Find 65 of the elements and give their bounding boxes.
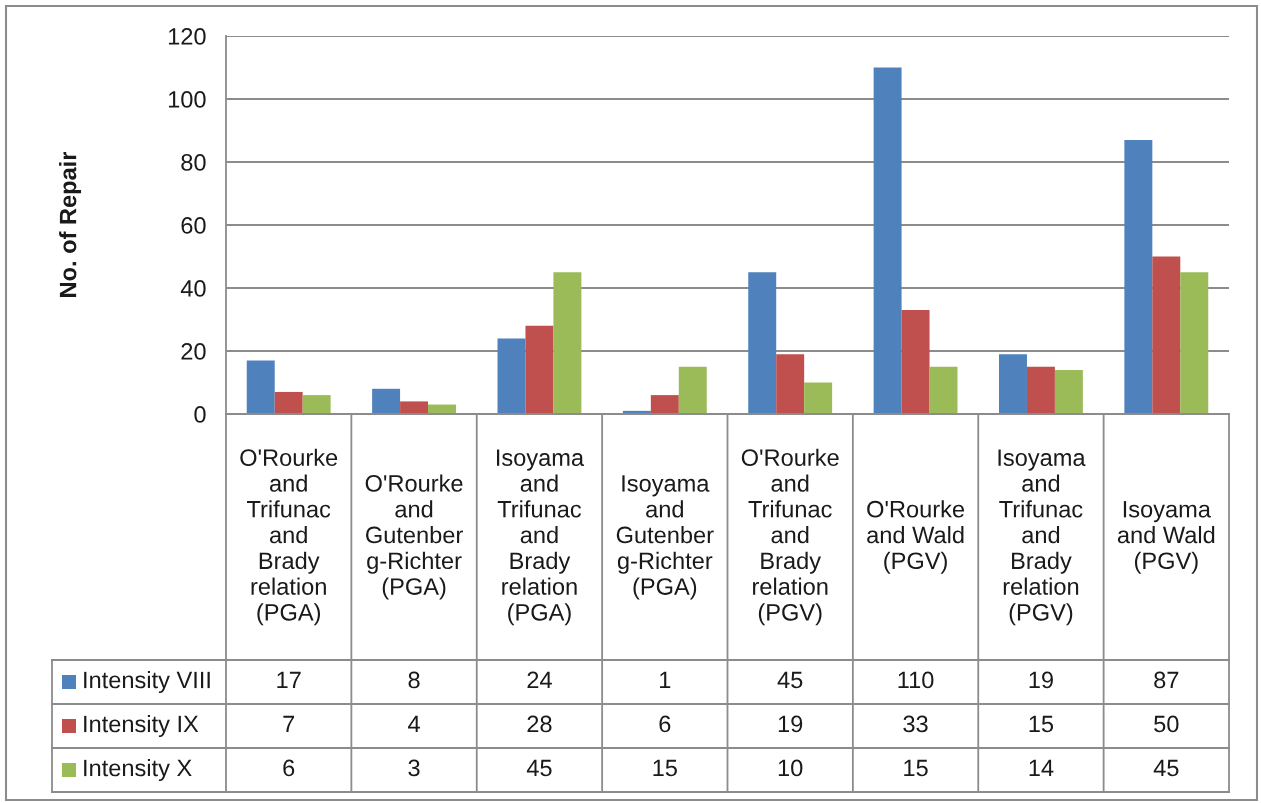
bar xyxy=(525,325,554,414)
legend-label: Intensity IX xyxy=(84,714,199,738)
bar xyxy=(1026,366,1055,414)
data-label: 19 xyxy=(1029,671,1053,689)
data-label: 3 xyxy=(408,759,420,777)
data-label: 15 xyxy=(653,759,677,777)
bar xyxy=(274,391,303,414)
x-tick-label: Isoyama and Trifunac and Brady relation (PGV) xyxy=(998,449,1086,626)
bar xyxy=(1180,272,1209,414)
bar xyxy=(929,366,958,414)
legend-label: Intensity VIII xyxy=(84,670,210,694)
data-label: 87 xyxy=(1154,671,1179,689)
bar xyxy=(1152,256,1181,414)
data-label: 19 xyxy=(778,715,803,733)
y-tick-label: 80 xyxy=(181,154,206,171)
bar xyxy=(650,395,679,414)
data-label: 7 xyxy=(283,715,295,733)
x-tick-label: Isoyama and Wald (PGV) xyxy=(1117,501,1215,574)
data-label: 4 xyxy=(408,715,420,733)
y-tick-label: 60 xyxy=(181,217,206,234)
data-label: 6 xyxy=(283,759,295,777)
x-tick-label: O'Rourke and Trifunac and Brady relation (PGA) xyxy=(240,448,338,626)
bar xyxy=(678,366,707,414)
bar xyxy=(372,388,401,414)
data-label: 45 xyxy=(1153,759,1179,777)
legend-label: Intensity X xyxy=(84,758,192,782)
bar xyxy=(1124,139,1153,414)
bar xyxy=(1054,369,1083,414)
bar xyxy=(748,272,777,414)
data-label: 110 xyxy=(898,671,934,689)
y-axis-title: No. of Repair xyxy=(59,151,82,297)
data-label: 15 xyxy=(904,759,928,777)
x-tick-label: O'Rourke and Wald (PGV) xyxy=(867,500,965,574)
data-label: 1 xyxy=(660,671,671,689)
bar xyxy=(873,67,902,414)
data-label: 45 xyxy=(526,759,552,777)
y-tick-label: 20 xyxy=(181,343,206,360)
bar xyxy=(497,338,526,414)
data-label: 10 xyxy=(778,759,803,777)
data-label: 24 xyxy=(527,671,552,689)
x-tick-label: Isoyama and Trifunac and Brady relation (PGA) xyxy=(497,449,585,626)
x-tick-label: Isoyama and Gutenber g-Richter (PGA) xyxy=(616,475,714,600)
bar xyxy=(246,360,275,414)
data-label: 50 xyxy=(1154,715,1179,733)
data-label: 15 xyxy=(1029,715,1054,733)
bar xyxy=(553,272,582,414)
y-tick-label: 100 xyxy=(168,91,206,108)
bar xyxy=(804,382,833,414)
y-tick-label: 120 xyxy=(168,28,206,45)
y-tick-label: 40 xyxy=(180,280,206,297)
bar xyxy=(776,354,805,414)
x-tick-label: O'Rourke and Gutenber g-Richter (PGA) xyxy=(365,474,463,600)
bar xyxy=(901,310,930,414)
data-label: 28 xyxy=(527,715,552,733)
data-label: 33 xyxy=(903,715,928,733)
data-label: 6 xyxy=(659,715,671,733)
data-label: 14 xyxy=(1029,759,1054,777)
data-label: 45 xyxy=(777,671,803,689)
x-tick-label: O'Rourke and Trifunac and Brady relation (PGV) xyxy=(741,448,839,626)
bar xyxy=(999,354,1027,414)
bar xyxy=(302,395,331,414)
bar xyxy=(400,401,429,414)
y-tick-label: 0 xyxy=(194,406,206,423)
data-label: 8 xyxy=(408,671,420,689)
data-label: 17 xyxy=(277,671,301,689)
